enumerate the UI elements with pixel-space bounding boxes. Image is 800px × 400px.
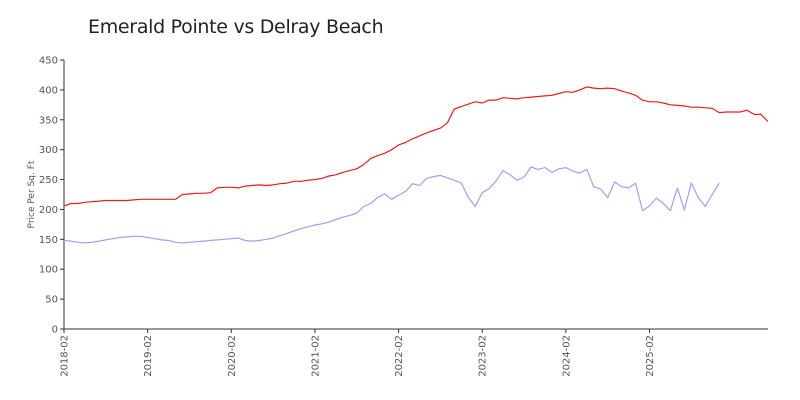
y-tick-label: 200 — [39, 205, 58, 216]
x-tick-label: 2025-02 — [645, 335, 656, 377]
y-axis-label: Price Per Sq. Ft — [27, 160, 37, 228]
series-line-1 — [63, 86, 769, 207]
x-tick-label: 2018-02 — [60, 335, 71, 377]
x-tick-label: 2023-02 — [478, 335, 489, 377]
y-tick-label: 150 — [39, 235, 58, 246]
series-line-2 — [63, 166, 720, 244]
y-ticks: 0 50 100 150 200 250 300 350 400 450 — [39, 56, 64, 336]
chart-title: Emerald Pointe vs Delray Beach — [88, 16, 384, 38]
y-tick-label: 0 — [52, 325, 58, 336]
axes — [63, 60, 768, 330]
y-tick-label: 450 — [39, 56, 58, 67]
y-tick-label: 50 — [45, 295, 58, 306]
y-tick-label: 250 — [39, 175, 58, 186]
x-tick-label: 2021-02 — [310, 335, 321, 377]
x-tick-label: 2024-02 — [561, 335, 572, 377]
y-tick-label: 300 — [39, 145, 58, 156]
y-tick-label: 400 — [39, 85, 58, 96]
x-ticks: 2018-02 2019-02 2020-02 2021-02 2022-02 2023-… — [60, 329, 656, 377]
y-tick-label: 350 — [39, 115, 58, 126]
x-tick-label: 2019-02 — [143, 335, 154, 377]
x-tick-label: 2022-02 — [394, 335, 405, 377]
series — [63, 86, 769, 244]
y-tick-label: 100 — [39, 265, 58, 276]
x-tick-label: 2020-02 — [227, 335, 238, 377]
